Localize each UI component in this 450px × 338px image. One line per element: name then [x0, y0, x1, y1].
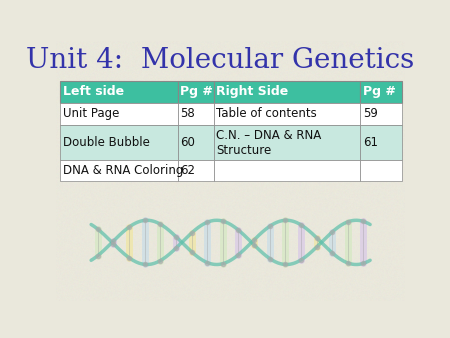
Bar	[360, 125, 401, 160]
Bar	[178, 81, 214, 103]
Text: Unit 4:  Molecular Genetics: Unit 4: Molecular Genetics	[26, 47, 414, 74]
Text: Pg #: Pg #	[180, 86, 213, 98]
Text: DNA & RNA Coloring: DNA & RNA Coloring	[63, 164, 183, 177]
Bar	[214, 160, 360, 182]
Text: C.N. – DNA & RNA: C.N. – DNA & RNA	[216, 129, 322, 142]
Bar	[214, 125, 360, 160]
Bar	[214, 81, 360, 103]
Bar	[360, 160, 401, 182]
Bar	[60, 160, 178, 182]
Bar	[178, 125, 214, 160]
Bar	[178, 160, 214, 182]
Text: 61: 61	[363, 136, 378, 149]
Bar	[60, 125, 178, 160]
Bar	[60, 103, 178, 125]
Bar	[214, 103, 360, 125]
Text: Left side: Left side	[63, 86, 124, 98]
Text: Right Side: Right Side	[216, 86, 288, 98]
Text: Unit Page: Unit Page	[63, 107, 119, 120]
Text: 62: 62	[180, 164, 195, 177]
Text: 58: 58	[180, 107, 195, 120]
Bar	[360, 103, 401, 125]
Text: 59: 59	[363, 107, 378, 120]
Bar	[60, 81, 178, 103]
Bar	[360, 81, 401, 103]
Text: 60: 60	[180, 136, 195, 149]
Bar	[178, 103, 214, 125]
Text: Double Bubble: Double Bubble	[63, 136, 149, 149]
Text: Pg #: Pg #	[363, 86, 396, 98]
Text: Structure: Structure	[216, 144, 272, 157]
Text: Table of contents: Table of contents	[216, 107, 317, 120]
